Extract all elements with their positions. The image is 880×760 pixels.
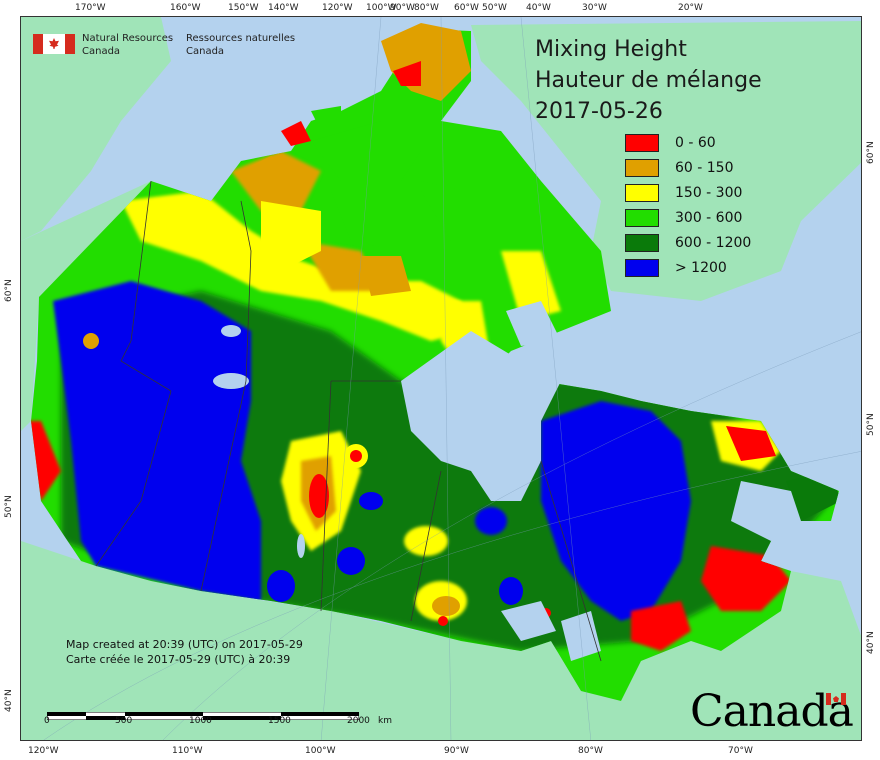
legend-swatch — [625, 184, 659, 202]
created-note-en: Map created at 20:39 (UTC) on 2017-05-29 — [66, 638, 303, 651]
scale-unit: km — [378, 716, 392, 726]
legend-label: 60 - 150 — [675, 160, 734, 176]
graticule-bottom-label: 80°W — [578, 746, 603, 756]
hudson-bay — [401, 331, 561, 501]
legend-swatch — [625, 134, 659, 152]
map-graphic — [21, 17, 861, 740]
scale-bar — [46, 705, 360, 721]
graticule-right-label: 40°N — [866, 631, 876, 654]
graticule-left-label: 60°N — [4, 279, 14, 302]
alaska-land — [21, 17, 171, 241]
graticule-bottom-label: 120°W — [28, 746, 59, 756]
graticule-top-label: 150°W — [228, 3, 259, 13]
lake-superior — [501, 601, 556, 641]
graticule-right-label: 60°N — [866, 141, 876, 164]
legend-label: 0 - 60 — [675, 135, 716, 151]
agency-name-fr: Ressources naturelles Canada — [186, 32, 295, 58]
legend-label: 600 - 1200 — [675, 235, 752, 251]
legend-label: 300 - 600 — [675, 210, 743, 226]
graticule-lines — [43, 17, 861, 740]
graticule-top-label: 40°W — [526, 3, 551, 13]
graticule-top-label: 160°W — [170, 3, 201, 13]
map-canvas — [20, 16, 862, 741]
graticule-bottom-label: 110°W — [172, 746, 203, 756]
graticule-top-label: 90°W — [390, 3, 415, 13]
great-slave-lake — [213, 373, 249, 389]
scale-label: 2000 — [347, 716, 370, 726]
legend-swatch — [625, 159, 659, 177]
gulf-of-st-lawrence — [731, 481, 801, 541]
graticule-top-label: 120°W — [322, 3, 353, 13]
foxe-basin — [506, 301, 561, 346]
legend-swatch — [625, 259, 659, 277]
created-note-fr: Carte créée le 2017-05-29 (UTC) à 20:39 — [66, 653, 291, 666]
legend-label: > 1200 — [675, 260, 727, 276]
wordmark-flag-icon — [826, 693, 846, 705]
agency-name-en-line2: Canada — [82, 46, 121, 57]
graticule-bottom-label: 90°W — [444, 746, 469, 756]
greenland-land — [471, 21, 861, 301]
graticule-top-label: 100°W — [366, 3, 397, 13]
graticule-top-label: 80°W — [414, 3, 439, 13]
map-title: Mixing Height — [535, 37, 687, 62]
graticule-bottom-label: 100°W — [305, 746, 336, 756]
map-title-fr: Hauteur de mélange — [535, 68, 762, 93]
scale-label: 1500 — [268, 716, 291, 726]
graticule-top-label: 60°W — [454, 3, 479, 13]
map-date: 2017-05-26 — [535, 99, 663, 124]
scale-label: 1000 — [189, 716, 212, 726]
scale-label: 0 — [44, 716, 50, 726]
graticule-top-label: 170°W — [75, 3, 106, 13]
graticule-left-label: 50°N — [4, 495, 14, 518]
scale-label: 500 — [115, 716, 133, 726]
agency-name-fr-line1: Ressources naturelles — [186, 33, 296, 44]
northwest-land — [21, 181, 151, 431]
graticule-bottom-label: 70°W — [728, 746, 753, 756]
usa-land — [21, 541, 861, 740]
legend-label: 150 - 300 — [675, 185, 743, 201]
canada-flag-logo — [33, 34, 75, 54]
graticule-top-label: 50°W — [482, 3, 507, 13]
graticule-right-label: 50°N — [866, 413, 876, 436]
graticule-top-label: 140°W — [268, 3, 299, 13]
agency-name-en: Natural Resources Canada — [82, 32, 173, 58]
graticule-top-label: 30°W — [582, 3, 607, 13]
arctic-islands — [241, 23, 531, 296]
great-bear-lake — [221, 325, 241, 337]
province-borders — [95, 180, 602, 662]
lake-winnipeg — [297, 534, 305, 558]
graticule-left-label: 40°N — [4, 689, 14, 712]
legend-swatch — [625, 234, 659, 252]
legend-swatch — [625, 209, 659, 227]
graticule-top-label: 20°W — [678, 3, 703, 13]
agency-name-en-line1: Natural Resources — [82, 33, 174, 44]
agency-name-fr-line2: Canada — [186, 46, 225, 57]
